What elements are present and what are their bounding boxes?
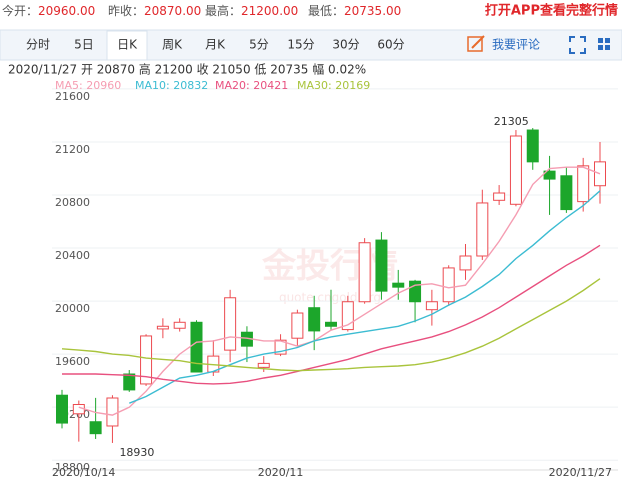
candle-body	[577, 165, 590, 203]
ma-line	[78, 166, 601, 416]
candle-body	[425, 301, 438, 311]
stat: 最高：21200.00	[205, 3, 298, 18]
y-tick-label: 19600	[55, 355, 90, 368]
legend-entry: MA5: 20960	[55, 79, 121, 92]
legend-entry: MA20: 20421	[215, 79, 288, 92]
tab[interactable]: 30分	[332, 38, 359, 52]
stat-value: 20870.00	[144, 4, 201, 18]
comment-label[interactable]: 我要评论	[492, 38, 540, 52]
grid-glyph	[605, 38, 610, 43]
stat: 昨收：20870.00	[108, 4, 201, 18]
ma-line	[129, 190, 601, 404]
y-tick-label: 21200	[55, 143, 90, 156]
active-tab	[106, 30, 148, 61]
candle-body	[190, 321, 203, 373]
stat-label: 最高：	[205, 3, 241, 18]
candle-body	[375, 239, 388, 292]
candle-body	[308, 307, 321, 332]
candle-body	[274, 339, 287, 355]
grid-glyph	[598, 38, 603, 43]
ma-line	[62, 244, 601, 385]
candle-body	[291, 312, 304, 339]
stat-label: 最低：	[308, 4, 344, 18]
y-tick-label: 20800	[55, 196, 90, 209]
y-tick-label: 20400	[55, 249, 90, 262]
stat-value: 20735.00	[344, 4, 401, 18]
stat-label: 昨收：	[108, 4, 144, 18]
candle-body	[341, 301, 354, 331]
y-tick-label: 21600	[55, 90, 90, 103]
y-tick-label: 18800	[55, 461, 90, 474]
app-link[interactable]: 打开APP查看完整行情	[485, 3, 618, 19]
x-tick-label: 2020/11	[258, 466, 304, 479]
candle-body	[493, 192, 506, 201]
candle-body	[140, 335, 153, 385]
legend-entry: MA10: 20832	[135, 79, 208, 92]
grid-glyph	[598, 45, 603, 50]
fullscreen-icon[interactable]	[569, 36, 586, 54]
x-tick-label: 2020/10/14	[52, 466, 115, 479]
tab[interactable]: 5分	[249, 38, 269, 52]
tab[interactable]: 60分	[377, 38, 404, 52]
tab[interactable]: 周K	[162, 38, 183, 52]
stat-value: 21200.00	[241, 4, 298, 18]
candle-body	[325, 321, 337, 327]
candle-body	[123, 373, 136, 391]
annotation: 18930	[119, 446, 154, 459]
tab[interactable]: 分时	[26, 38, 50, 52]
stat: 今开：20960.00	[2, 3, 95, 18]
candle-body	[106, 397, 119, 427]
stat: 最低：20735.00	[308, 4, 401, 18]
candle-body	[173, 321, 186, 329]
candle-body	[56, 394, 68, 424]
fullscreen-glyph	[569, 36, 586, 54]
candle-body	[459, 255, 472, 271]
candle-body	[560, 175, 573, 211]
annotation: 21305	[494, 115, 529, 128]
candle-body	[257, 362, 270, 368]
legend-entry: MA30: 20169	[297, 79, 370, 92]
candle-body	[526, 129, 539, 163]
candle-body	[476, 202, 489, 257]
candle-body	[509, 135, 522, 205]
tab[interactable]: 日K	[117, 38, 138, 52]
candle-body	[358, 242, 371, 303]
stat-value: 20960.00	[38, 4, 95, 18]
stat-label: 今开：	[2, 3, 38, 18]
tab[interactable]: 5日	[74, 38, 94, 52]
ma-line	[61, 278, 601, 372]
watermark: 金投行情	[261, 247, 398, 287]
candle-body	[392, 282, 405, 288]
tab[interactable]: 月K	[205, 38, 226, 52]
tab[interactable]: 15分	[287, 38, 314, 52]
toolbar	[0, 29, 622, 61]
candle-body	[543, 170, 556, 180]
x-tick-label: 2020/11/27	[549, 466, 612, 479]
comment-icon-pen	[471, 35, 485, 49]
candle-body	[156, 325, 169, 330]
y-tick-label: 20000	[55, 302, 90, 315]
candle-body	[224, 297, 237, 351]
comment-icon	[467, 36, 483, 52]
grid-glyph	[605, 45, 610, 50]
candle-body	[442, 267, 455, 303]
info-line: 2020/11/27 开 20870 高 21200 收 21050 低 207…	[8, 62, 366, 77]
candle-body	[89, 421, 102, 435]
candle-body	[409, 280, 422, 303]
comment-button[interactable]: 我要评论	[467, 35, 540, 52]
grid-icon[interactable]	[598, 38, 610, 50]
